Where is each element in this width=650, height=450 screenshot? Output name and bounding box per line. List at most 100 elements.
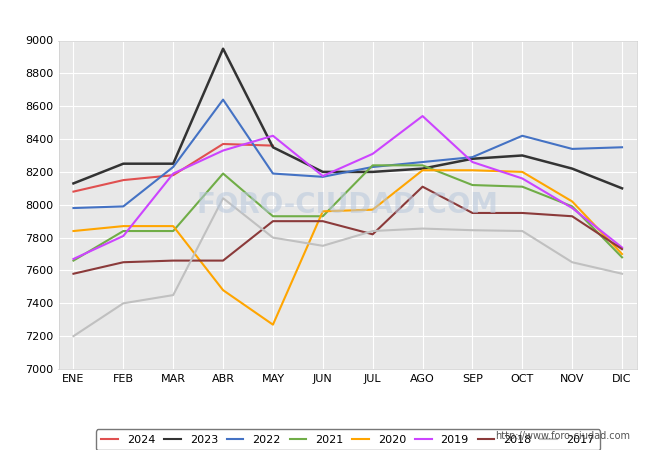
2020 — [269, 322, 277, 327]
Line: 2021: 2021 — [73, 165, 622, 261]
2020 — [120, 223, 127, 229]
2021 — [319, 214, 327, 219]
2020 — [70, 228, 77, 234]
2023 — [419, 166, 426, 171]
2021 — [618, 255, 626, 260]
2021 — [120, 228, 127, 234]
2021 — [369, 162, 376, 168]
2023 — [120, 161, 127, 166]
2019 — [219, 148, 227, 153]
2021 — [419, 162, 426, 168]
Text: Afiliados en Lebrija a 31/5/2024: Afiliados en Lebrija a 31/5/2024 — [170, 7, 480, 27]
Text: http://www.foro-ciudad.com: http://www.foro-ciudad.com — [495, 431, 630, 441]
2018 — [618, 247, 626, 252]
2022 — [568, 146, 576, 152]
2019 — [618, 245, 626, 250]
2023 — [70, 181, 77, 186]
2017 — [319, 243, 327, 248]
2018 — [568, 214, 576, 219]
2023 — [269, 144, 277, 150]
2022 — [319, 174, 327, 180]
Line: 2024: 2024 — [73, 144, 273, 192]
2018 — [70, 271, 77, 276]
2017 — [369, 228, 376, 234]
2023 — [568, 166, 576, 171]
2024 — [219, 141, 227, 147]
2018 — [419, 184, 426, 189]
Text: FORO-CIUDAD.COM: FORO-CIUDAD.COM — [197, 191, 499, 219]
2022 — [269, 171, 277, 176]
2019 — [419, 113, 426, 119]
2023 — [618, 186, 626, 191]
2017 — [469, 228, 476, 233]
2020 — [219, 288, 227, 293]
2018 — [169, 258, 177, 263]
2018 — [369, 232, 376, 237]
2019 — [319, 173, 327, 179]
2024 — [169, 172, 177, 178]
2019 — [269, 133, 277, 139]
2017 — [120, 301, 127, 306]
2021 — [269, 214, 277, 219]
2020 — [469, 167, 476, 173]
2020 — [519, 169, 526, 175]
2021 — [469, 182, 476, 188]
2024 — [120, 177, 127, 183]
2023 — [319, 169, 327, 175]
Line: 2018: 2018 — [73, 187, 622, 274]
2020 — [568, 199, 576, 204]
Line: 2020: 2020 — [73, 170, 622, 324]
2020 — [169, 223, 177, 229]
2021 — [219, 171, 227, 176]
2021 — [519, 184, 526, 189]
2023 — [519, 153, 526, 158]
2020 — [419, 167, 426, 173]
2020 — [319, 209, 327, 214]
2022 — [469, 154, 476, 160]
2017 — [219, 195, 227, 201]
2022 — [369, 164, 376, 170]
2019 — [469, 159, 476, 165]
2024 — [269, 143, 277, 148]
2022 — [120, 204, 127, 209]
2022 — [419, 159, 426, 165]
Line: 2019: 2019 — [73, 116, 622, 259]
2018 — [120, 260, 127, 265]
2023 — [469, 156, 476, 162]
Line: 2017: 2017 — [73, 198, 622, 336]
2019 — [70, 256, 77, 261]
Line: 2023: 2023 — [73, 49, 622, 189]
2019 — [369, 151, 376, 157]
2019 — [519, 176, 526, 181]
2020 — [369, 207, 376, 212]
2022 — [519, 133, 526, 139]
2017 — [269, 235, 277, 240]
2020 — [618, 251, 626, 256]
2023 — [169, 161, 177, 166]
2017 — [169, 292, 177, 298]
2017 — [618, 271, 626, 276]
2019 — [169, 171, 177, 176]
2023 — [369, 169, 376, 175]
2017 — [70, 333, 77, 339]
2018 — [269, 218, 277, 224]
Line: 2022: 2022 — [73, 99, 622, 208]
2018 — [469, 210, 476, 216]
2022 — [70, 205, 77, 211]
2023 — [219, 46, 227, 51]
2019 — [568, 205, 576, 211]
2017 — [519, 228, 526, 234]
2019 — [120, 233, 127, 238]
2017 — [419, 226, 426, 231]
2022 — [169, 164, 177, 170]
2018 — [519, 210, 526, 216]
2018 — [319, 218, 327, 224]
2021 — [169, 228, 177, 234]
2021 — [70, 258, 77, 263]
2024 — [70, 189, 77, 194]
2017 — [568, 260, 576, 265]
2018 — [219, 258, 227, 263]
Legend: 2024, 2023, 2022, 2021, 2020, 2019, 2018, 2017: 2024, 2023, 2022, 2021, 2020, 2019, 2018… — [96, 429, 600, 450]
2022 — [219, 97, 227, 102]
2022 — [618, 144, 626, 150]
